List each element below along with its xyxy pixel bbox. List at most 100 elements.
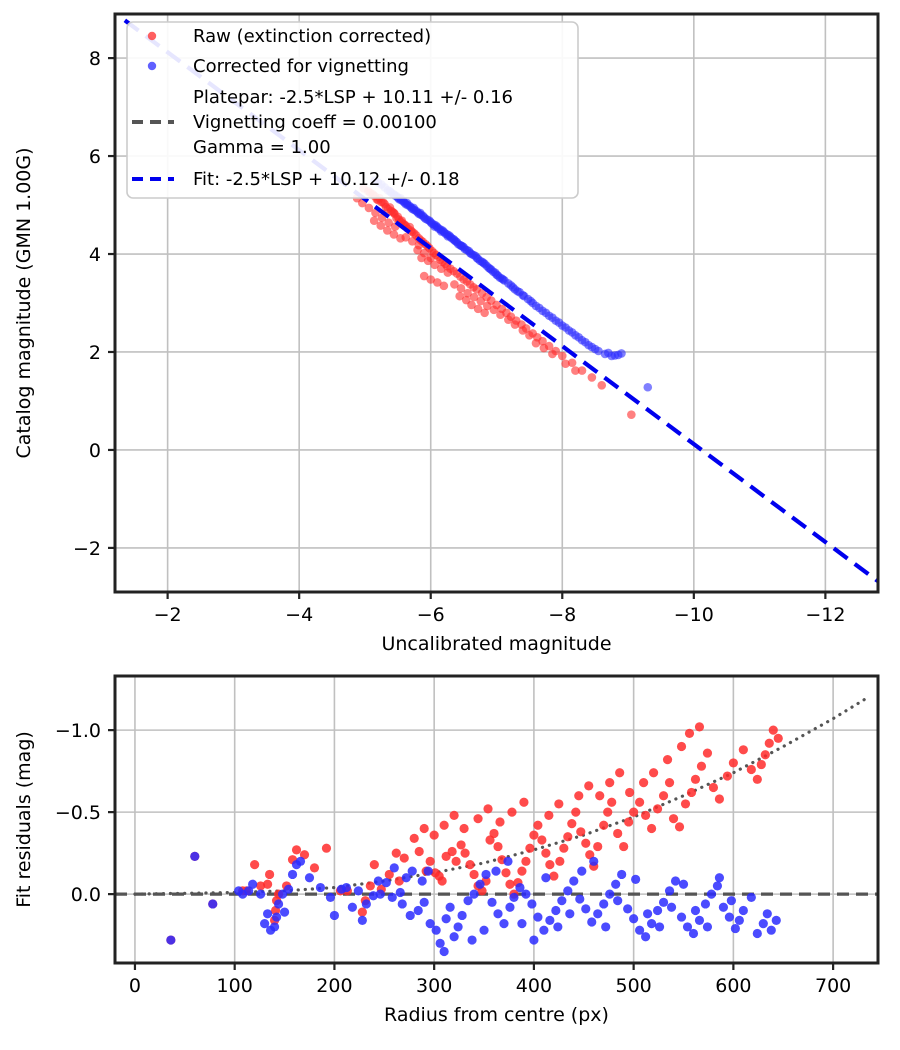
data-point [234, 886, 244, 896]
data-point [724, 912, 734, 922]
data-point [483, 804, 493, 814]
data-point [658, 791, 669, 801]
yaxis-label: Fit residuals (mag) [13, 731, 35, 908]
data-point [439, 281, 449, 291]
data-point [376, 221, 386, 230]
data-point [384, 869, 394, 880]
data-point [436, 227, 446, 236]
data-point [574, 791, 584, 801]
data-point [493, 841, 503, 852]
data-point [469, 292, 479, 302]
data-point [577, 866, 587, 876]
data-point [617, 869, 627, 880]
data-point [496, 310, 505, 320]
data-point [541, 873, 551, 883]
data-point [641, 932, 651, 942]
data-point [557, 321, 567, 330]
data-point [497, 274, 507, 283]
data-point [551, 905, 561, 916]
data-point [309, 863, 320, 873]
data-point [587, 917, 597, 927]
data-point [607, 797, 617, 807]
data-point [567, 358, 577, 368]
data-point [617, 349, 626, 358]
data-point [329, 910, 340, 921]
data-point [402, 198, 412, 208]
ytick-label: −1.0 [55, 720, 101, 742]
data-point [389, 863, 399, 873]
data-point [646, 919, 657, 929]
data-point [480, 308, 489, 318]
xtick-label: 400 [516, 975, 552, 997]
data-point [553, 922, 563, 932]
data-point [690, 774, 701, 784]
data-point [610, 351, 620, 360]
data-point [443, 232, 453, 241]
data-point [505, 902, 515, 912]
data-point [263, 909, 273, 919]
data-point [646, 823, 657, 834]
data-point [441, 914, 451, 924]
data-point [487, 897, 497, 907]
data-point [728, 758, 738, 768]
data-point [279, 907, 290, 917]
data-point [541, 848, 551, 858]
data-point [369, 216, 379, 226]
data-point [477, 257, 487, 267]
legend-label: Platepar: -2.5*LSP + 10.11 +/- 0.16 [193, 87, 513, 108]
data-point [575, 894, 585, 904]
data-point [629, 914, 639, 924]
data-point [397, 899, 407, 909]
data-point [756, 759, 766, 770]
data-point [525, 331, 534, 340]
data-point [423, 866, 433, 876]
data-point [589, 856, 599, 866]
ytick-label: 2 [89, 342, 101, 364]
data-point [627, 410, 636, 419]
data-point [413, 905, 423, 916]
data-point [451, 856, 461, 866]
data-point [456, 241, 466, 250]
data-point [676, 741, 687, 752]
data-point [507, 807, 517, 817]
data-point [373, 876, 383, 886]
data-point [559, 843, 569, 853]
data-point [459, 823, 469, 834]
data-point [708, 782, 719, 793]
data-point [415, 208, 425, 218]
data-point [611, 879, 621, 889]
legend-label: Raw (extinction corrected) [193, 26, 431, 47]
data-point [730, 923, 740, 934]
data-point [668, 814, 679, 824]
legend: Raw (extinction corrected) Corrected for … [126, 21, 579, 199]
data-point [456, 840, 466, 850]
data-point [473, 304, 483, 314]
data-point [453, 922, 463, 932]
data-point [746, 764, 756, 775]
data-point [414, 846, 424, 857]
data-point [443, 268, 453, 277]
data-point [273, 899, 284, 909]
plot-area-fit-residuals [115, 695, 878, 957]
data-point [531, 301, 541, 311]
data-point [773, 733, 783, 743]
xtick-label: 0 [129, 975, 141, 997]
data-point [643, 382, 653, 392]
data-point [738, 905, 748, 916]
data-point [760, 750, 770, 760]
data-point [561, 359, 570, 369]
data-point [595, 791, 605, 801]
data-point [766, 925, 776, 935]
data-point [664, 886, 675, 896]
data-point [375, 889, 385, 899]
legend-label: Corrected for vignetting [193, 56, 409, 77]
data-point [493, 909, 503, 919]
data-point [563, 886, 573, 896]
series-corrected [370, 176, 653, 392]
data-point [295, 856, 306, 866]
data-point [666, 902, 677, 912]
data-point [515, 882, 525, 893]
data-point [664, 778, 675, 788]
data-point [407, 866, 417, 876]
